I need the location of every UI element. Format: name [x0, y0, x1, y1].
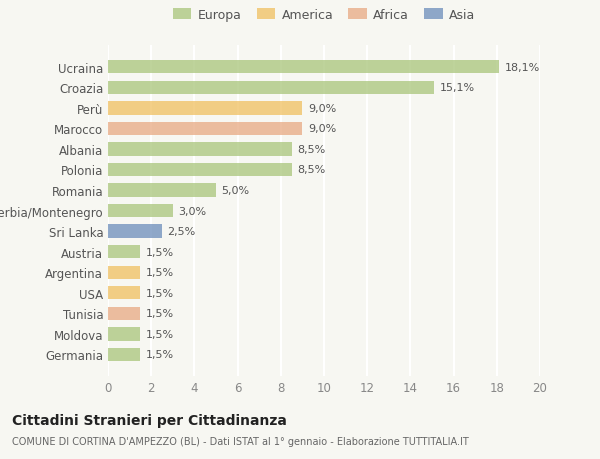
- Bar: [108, 246, 140, 259]
- Bar: [108, 266, 140, 280]
- Text: 1,5%: 1,5%: [146, 247, 174, 257]
- Text: 1,5%: 1,5%: [146, 288, 174, 298]
- Legend: Europa, America, Africa, Asia: Europa, America, Africa, Asia: [167, 4, 481, 27]
- Bar: [108, 143, 292, 156]
- Text: 18,1%: 18,1%: [505, 62, 539, 73]
- Text: Cittadini Stranieri per Cittadinanza: Cittadini Stranieri per Cittadinanza: [12, 413, 287, 427]
- Text: 1,5%: 1,5%: [146, 268, 174, 278]
- Text: 1,5%: 1,5%: [146, 329, 174, 339]
- Bar: [108, 204, 173, 218]
- Bar: [108, 225, 162, 238]
- Text: 15,1%: 15,1%: [440, 83, 475, 93]
- Text: 1,5%: 1,5%: [146, 350, 174, 360]
- Text: 5,0%: 5,0%: [221, 185, 250, 196]
- Bar: [108, 81, 434, 95]
- Text: 9,0%: 9,0%: [308, 104, 336, 113]
- Bar: [108, 61, 499, 74]
- Text: 1,5%: 1,5%: [146, 309, 174, 319]
- Bar: [108, 163, 292, 177]
- Bar: [108, 286, 140, 300]
- Text: 8,5%: 8,5%: [297, 145, 325, 155]
- Text: 9,0%: 9,0%: [308, 124, 336, 134]
- Bar: [108, 307, 140, 320]
- Text: 2,5%: 2,5%: [167, 227, 196, 237]
- Bar: [108, 102, 302, 115]
- Bar: [108, 348, 140, 361]
- Bar: [108, 123, 302, 136]
- Text: COMUNE DI CORTINA D'AMPEZZO (BL) - Dati ISTAT al 1° gennaio - Elaborazione TUTTI: COMUNE DI CORTINA D'AMPEZZO (BL) - Dati …: [12, 436, 469, 446]
- Bar: [108, 328, 140, 341]
- Text: 3,0%: 3,0%: [178, 206, 206, 216]
- Bar: [108, 184, 216, 197]
- Text: 8,5%: 8,5%: [297, 165, 325, 175]
